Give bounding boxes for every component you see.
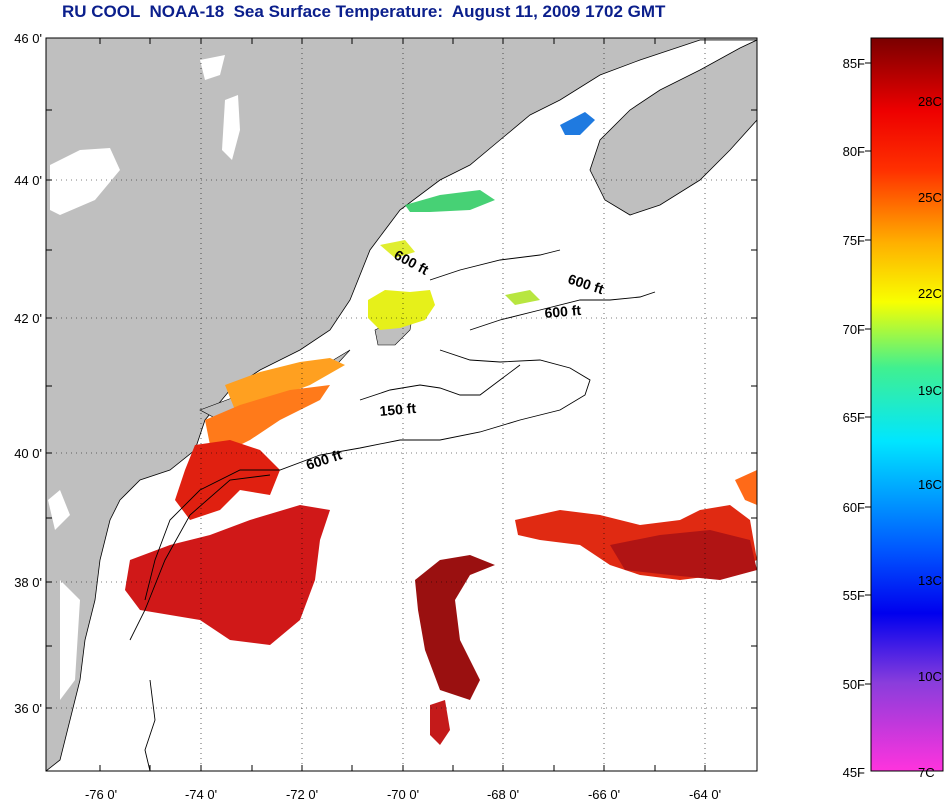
lon-label: -74 0' <box>185 787 217 802</box>
colorbar-f-label: 70F <box>843 322 865 337</box>
colorbar-f-label: 85F <box>843 56 865 71</box>
sst-patch-gulf-yellow <box>380 240 415 258</box>
contour-label: 150 ft <box>379 400 417 419</box>
map-title: RU COOL NOAA-18 Sea Surface Temperature:… <box>62 2 666 21</box>
colorbar-f-label: 60F <box>843 500 865 515</box>
colorbar-c-label: 7C <box>918 765 935 780</box>
sst-patch-massachusetts-bay <box>368 290 435 330</box>
sst-patch-mid-atlantic-south <box>125 505 330 645</box>
sst-patch-long-island-sound <box>225 358 345 410</box>
colorbar-c-label: 22C <box>918 286 942 301</box>
mainland-land <box>46 38 757 771</box>
colorbar-f-label: 50F <box>843 677 865 692</box>
lake-small <box>200 55 225 80</box>
colorbar-ticks <box>865 62 871 685</box>
lon-label: -68 0' <box>487 787 519 802</box>
lat-label: 36 0' <box>14 701 42 716</box>
lake-champlain <box>222 95 240 160</box>
sst-patch-shelf <box>205 385 330 450</box>
lat-label: 46 0' <box>14 31 42 46</box>
sst-patch-offshore-east-dark <box>610 530 757 580</box>
colorbar-f-label: 75F <box>843 233 865 248</box>
temperature-colorbar <box>870 37 944 772</box>
sst-patch-mid-atlantic <box>175 440 280 520</box>
colorbar-c-label: 13C <box>918 573 942 588</box>
chesapeake-bay <box>60 580 80 700</box>
sst-patch-gulf-stream-south <box>430 700 450 745</box>
lat-label: 38 0' <box>14 575 42 590</box>
axis-ticks <box>46 37 757 771</box>
colorbar-c-label: 10C <box>918 669 942 684</box>
graticule <box>46 38 757 771</box>
delaware-bay <box>130 505 150 530</box>
colorbar-c-label: 25C <box>918 190 942 205</box>
sst-patch-far-east <box>735 470 757 505</box>
lon-label: -70 0' <box>387 787 419 802</box>
sst-patch-georges-bank <box>505 290 540 305</box>
colorbar-f-label: 80F <box>843 144 865 159</box>
contour-label: 600 ft <box>544 302 582 321</box>
sst-patch-bay-of-fundy <box>560 112 595 135</box>
lon-label: -66 0' <box>588 787 620 802</box>
lon-label: -76 0' <box>85 787 117 802</box>
colorbar-f-label: 45F <box>843 765 865 780</box>
lon-label: -64 0' <box>689 787 721 802</box>
lat-label: 42 0' <box>14 311 42 326</box>
colorbar-c-label: 19C <box>918 383 942 398</box>
nova-scotia-land <box>589 39 757 216</box>
lat-label: 40 0' <box>14 446 42 461</box>
colorbar-c-label: 16C <box>918 477 942 492</box>
lon-label: -72 0' <box>286 787 318 802</box>
lake-ontario <box>50 148 120 215</box>
sst-patch-gulf-stream-core <box>415 555 495 700</box>
lat-label: 44 0' <box>14 173 42 188</box>
bathymetry-contours <box>129 249 656 771</box>
colorbar-f-label: 65F <box>843 410 865 425</box>
map-frame <box>45 37 758 772</box>
sst-patch-gulf-of-maine-north <box>405 190 495 212</box>
colorbar-f-label: 55F <box>843 588 865 603</box>
colorbar-c-label: 28C <box>918 94 942 109</box>
